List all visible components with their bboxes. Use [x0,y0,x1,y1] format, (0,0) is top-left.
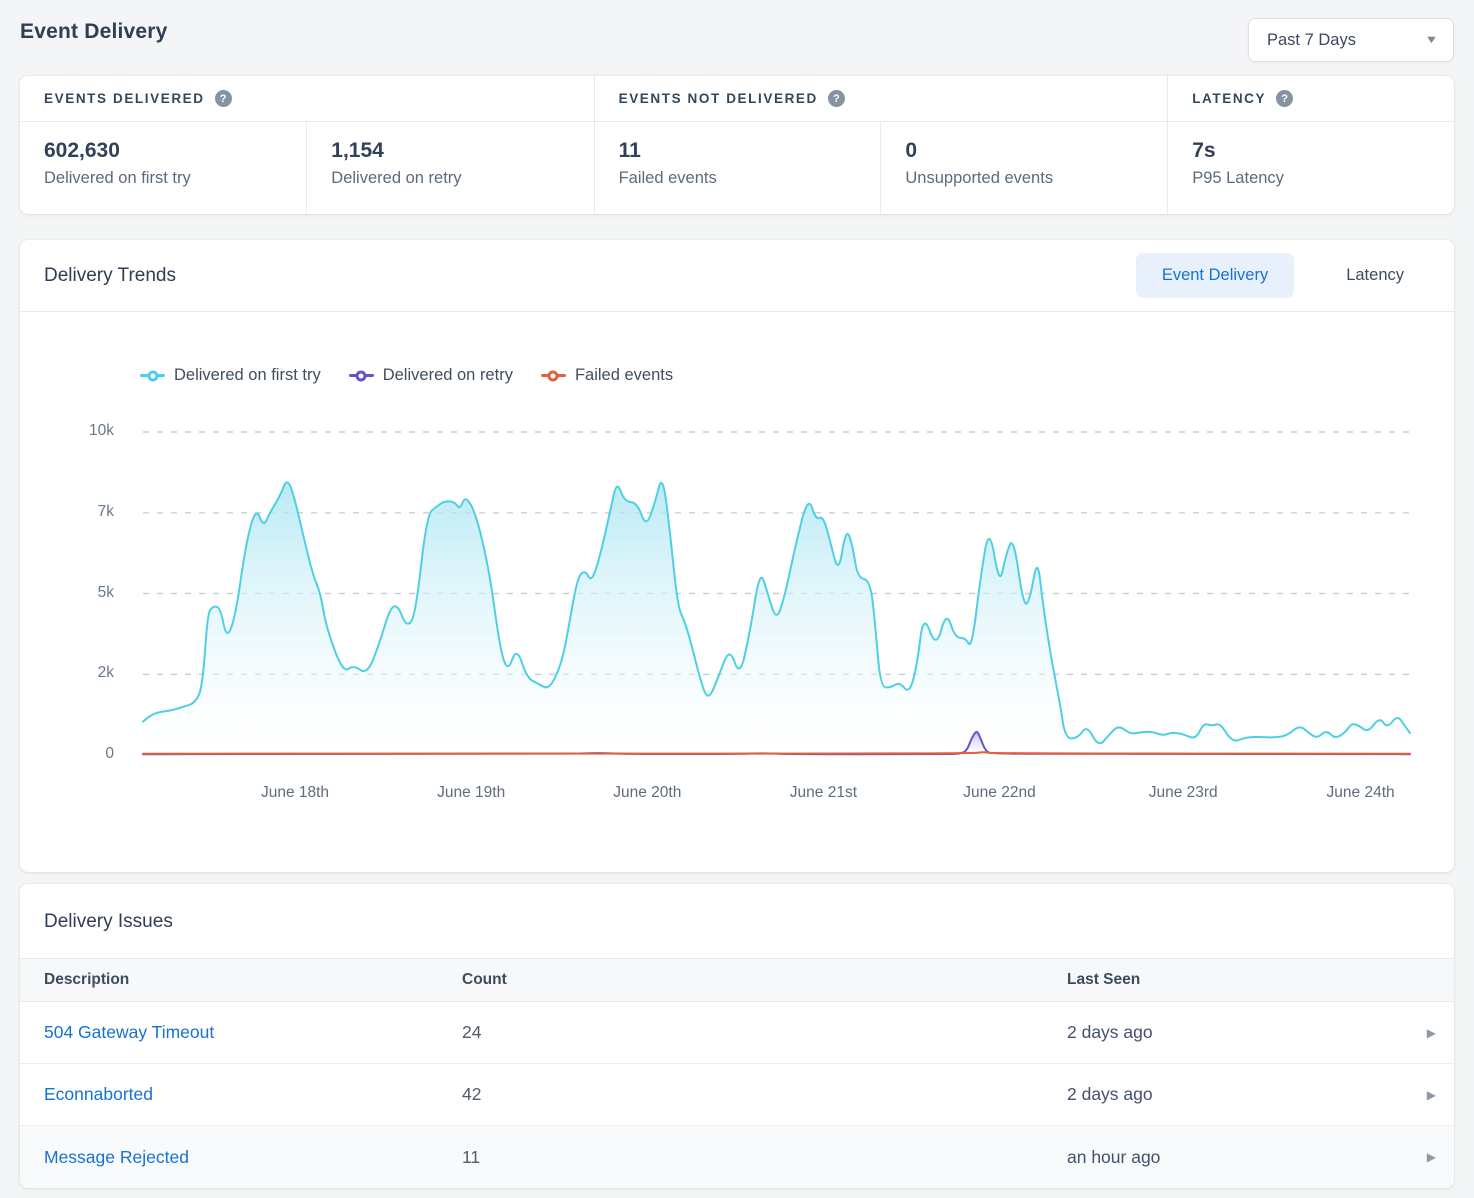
issue-link[interactable]: Message Rejected [44,1147,189,1167]
legend-item[interactable]: Delivered on retry [349,366,513,385]
legend-label: Delivered on retry [383,366,513,385]
issue-count: 24 [438,1022,1043,1043]
chevron-right-icon[interactable]: ▶ [1396,1150,1454,1164]
stat-delivered-first-try: 602,630 Delivered on first try [20,122,306,214]
issue-row-message-rejected[interactable]: Message Rejected 11 an hour ago ▶ [20,1126,1454,1188]
stat-label: Unsupported events [905,169,1143,188]
issue-last-seen: 2 days ago [1043,1084,1396,1105]
column-header-description: Description [20,971,438,989]
help-icon[interactable]: ? [1276,90,1293,107]
legend-item[interactable]: Failed events [541,366,673,385]
chevron-right-icon[interactable]: ▶ [1396,1026,1454,1040]
stat-group-latency: LATENCY ? 7s P95 Latency [1167,76,1454,214]
column-header-count: Count [438,971,1043,989]
stat-unsupported-events: 0 Unsupported events [880,122,1167,214]
stat-label: P95 Latency [1192,169,1430,188]
stat-failed-events: 11 Failed events [595,122,881,214]
stat-group-events-not-delivered: EVENTS NOT DELIVERED ? 11 Failed events … [594,76,1168,214]
stat-value: 11 [619,139,857,163]
issue-row-504-gateway-timeout[interactable]: 504 Gateway Timeout 24 2 days ago ▶ [20,1002,1454,1064]
event-delivery-dashboard: Event Delivery Past 7 Days ▼ EVENTS DELI… [20,18,1454,1188]
legend-marker-icon [541,374,566,377]
stats-summary-card: EVENTS DELIVERED ? 602,630 Delivered on … [20,76,1454,214]
help-icon[interactable]: ? [215,90,232,107]
stat-group-title: EVENTS DELIVERED [44,91,205,106]
date-range-value: Past 7 Days [1267,31,1356,50]
legend-marker-icon [349,374,374,377]
issue-link[interactable]: 504 Gateway Timeout [44,1022,214,1042]
issue-row-econnaborted[interactable]: Econnaborted 42 2 days ago ▶ [20,1064,1454,1126]
legend-label: Delivered on first try [174,366,321,385]
stat-value: 0 [905,139,1143,163]
stat-group-events-delivered: EVENTS DELIVERED ? 602,630 Delivered on … [20,76,594,214]
column-header-last-seen: Last Seen [1043,971,1396,989]
page-title: Event Delivery [20,18,168,44]
issue-link[interactable]: Econnaborted [44,1084,153,1104]
chevron-down-icon: ▼ [1424,34,1438,46]
stat-delivered-retry: 1,154 Delivered on retry [306,122,593,214]
trends-title: Delivery Trends [44,265,176,287]
issues-title: Delivery Issues [44,911,1454,933]
delivery-trends-chart: Delivered on first try Delivered on retry… [20,312,1454,872]
legend-label: Failed events [575,366,673,385]
issue-count: 42 [438,1084,1043,1105]
stat-group-title: EVENTS NOT DELIVERED [619,91,818,106]
legend-marker-icon [140,374,165,377]
trends-header: Delivery Trends Event Delivery Latency [20,240,1454,312]
delivery-issues-card: Delivery Issues Description Count Last S… [20,884,1454,1188]
chart-legend: Delivered on first try Delivered on retry… [140,366,673,385]
stat-value: 602,630 [44,139,282,163]
stat-label: Delivered on retry [331,169,569,188]
issues-table-header: Description Count Last Seen [20,958,1454,1002]
tab-latency[interactable]: Latency [1320,253,1430,298]
stat-p95-latency: 7s P95 Latency [1168,122,1454,214]
stat-value: 7s [1192,139,1430,163]
area-chart-canvas [20,312,1454,872]
help-icon[interactable]: ? [828,90,845,107]
stat-value: 1,154 [331,139,569,163]
tab-event-delivery[interactable]: Event Delivery [1136,253,1294,298]
date-range-dropdown[interactable]: Past 7 Days ▼ [1248,18,1454,62]
issue-last-seen: 2 days ago [1043,1022,1396,1043]
chevron-right-icon[interactable]: ▶ [1396,1088,1454,1102]
stat-label: Delivered on first try [44,169,282,188]
legend-item[interactable]: Delivered on first try [140,366,321,385]
issue-last-seen: an hour ago [1043,1147,1396,1168]
issue-count: 11 [438,1147,1043,1168]
delivery-trends-card: Delivery Trends Event Delivery Latency D… [20,240,1454,872]
series-area [143,482,1410,755]
issues-table: Description Count Last Seen 504 Gateway … [20,958,1454,1188]
stat-label: Failed events [619,169,857,188]
page-header: Event Delivery Past 7 Days ▼ [20,18,1454,76]
trends-tabs: Event Delivery Latency [1136,253,1430,298]
stat-group-title: LATENCY [1192,91,1266,106]
